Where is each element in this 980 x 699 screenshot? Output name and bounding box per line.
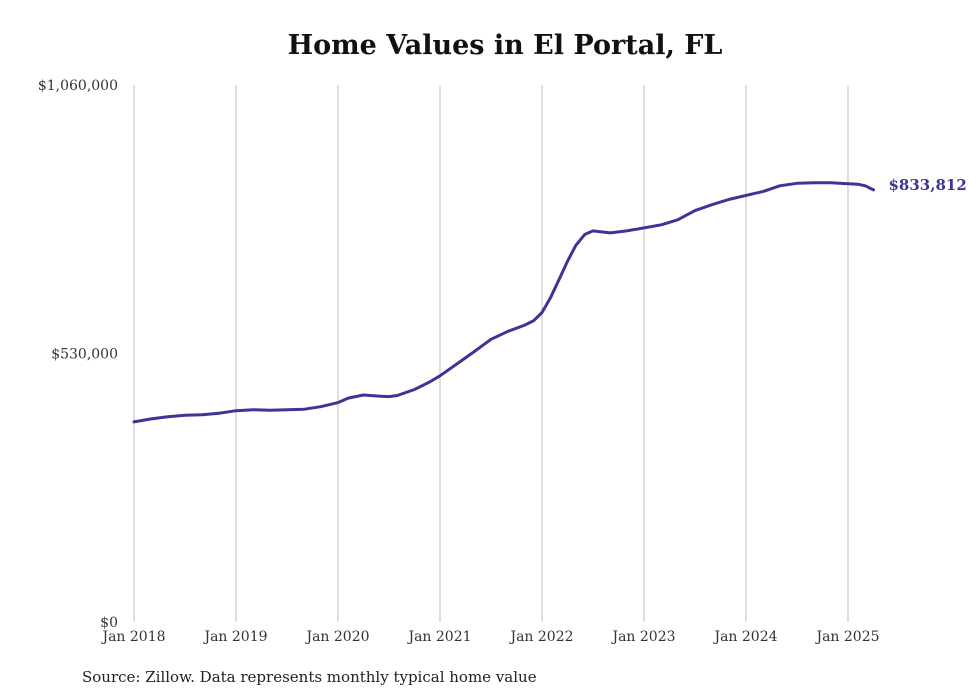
x-tick-label: Jan 2019 (202, 629, 267, 645)
y-tick-label: $1,060,000 (38, 78, 118, 94)
source-note: Source: Zillow. Data represents monthly … (82, 668, 537, 686)
y-tick-label: $530,000 (51, 347, 118, 363)
series-line (132, 181, 875, 424)
x-tick-label: Jan 2022 (508, 629, 573, 645)
x-tick-label: Jan 2018 (100, 629, 165, 645)
x-tick-label: Jan 2025 (814, 629, 879, 645)
x-tick-label: Jan 2023 (610, 629, 675, 645)
x-tick-label: Jan 2024 (712, 629, 777, 645)
end-value-label: $833,812 (889, 176, 967, 194)
x-tick-label: Jan 2020 (304, 629, 369, 645)
y-tick-label: $0 (100, 615, 118, 631)
x-tick-label: Jan 2021 (406, 629, 471, 645)
chart-title: Home Values in El Portal, FL (287, 30, 723, 61)
